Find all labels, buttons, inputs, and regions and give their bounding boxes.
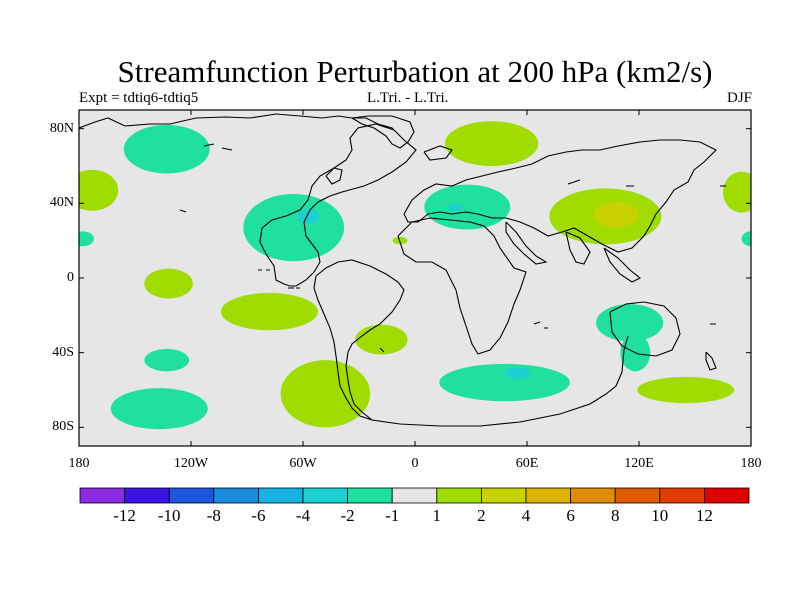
contour-negative-13 <box>448 203 464 211</box>
colorbar-box <box>168 487 215 504</box>
contour-positive-11 <box>444 121 539 166</box>
colorbar-label: -6 <box>251 506 266 525</box>
contour-negative-7 <box>144 348 190 372</box>
contour-positive-9 <box>280 360 371 428</box>
coastline-antarctic-boundary <box>371 335 629 427</box>
colorbar-box <box>659 487 705 504</box>
colorbar-label: 1 <box>432 506 442 525</box>
colorbar-box <box>525 487 571 504</box>
contour-negative-3 <box>243 194 345 262</box>
coastline-north-america <box>79 113 417 287</box>
colorbar-label: -1 <box>385 506 400 525</box>
contour-positive-1 <box>79 169 119 211</box>
y-tick-label: 0 <box>67 270 74 285</box>
coastline-hudson-bay <box>325 167 343 185</box>
colorbar-box <box>257 487 304 504</box>
contour-positive-10 <box>355 324 408 355</box>
contour-positive-16 <box>594 201 639 228</box>
colorbar-label: -12 <box>113 506 136 525</box>
colorbar-box <box>302 487 348 504</box>
colorbar-box <box>436 487 482 504</box>
contour-negative-2 <box>79 231 94 247</box>
colorbar-label: -4 <box>295 506 311 525</box>
coastline-australia <box>609 301 681 357</box>
colorbar-label: -8 <box>206 506 221 525</box>
colorbar-box <box>124 487 170 504</box>
x-tick-label: 120W <box>173 456 209 471</box>
coastline-eurasia <box>403 139 717 253</box>
contour-positive-17 <box>723 171 751 213</box>
coastline-se-asia <box>603 247 642 283</box>
contour-negative-19 <box>596 304 664 342</box>
colorbar-box <box>391 487 438 504</box>
x-tick-label: 120E <box>624 456 654 471</box>
y-tick-label: 80S <box>52 419 74 435</box>
contour-negative-18 <box>741 231 751 247</box>
x-tick-label: 60W <box>289 456 317 471</box>
colorbar <box>79 487 750 504</box>
y-tick-label: 80N <box>49 120 74 136</box>
colorbar-box <box>570 487 616 504</box>
coastline-layer <box>79 113 726 427</box>
colorbar-label: 8 <box>610 506 620 525</box>
colorbar-label: 10 <box>651 506 669 525</box>
coastline-africa <box>397 217 527 355</box>
contour-negative-4 <box>297 208 320 224</box>
colorbar-label: -2 <box>340 506 355 525</box>
contour-positive-5 <box>144 268 193 299</box>
x-tick-label: 180 <box>68 456 90 471</box>
season-label: DJF <box>726 90 752 106</box>
contour-fill-layer <box>79 121 751 430</box>
colorbar-box <box>704 487 750 504</box>
coastline-new-zealand <box>705 351 717 371</box>
y-tick-label: 40N <box>49 195 74 211</box>
colorbar-box <box>79 487 125 504</box>
colorbar-label: -10 <box>157 506 181 525</box>
coastline-india <box>565 231 591 265</box>
contour-positive-23 <box>637 376 735 404</box>
axis-ticks <box>78 110 752 446</box>
colorbar-box <box>614 487 661 504</box>
colorbar-label: 2 <box>477 506 486 525</box>
colorbar-box <box>347 487 393 504</box>
colorbar-box <box>480 487 527 504</box>
coastline-islands <box>179 143 726 353</box>
y-tick-label: 40S <box>52 344 74 360</box>
contour-positive-6 <box>220 292 318 331</box>
left-subtitle: Expt = tdtiq6-tdtiq5 <box>79 90 199 106</box>
coastline-south-america <box>313 259 405 421</box>
contour-negative-12 <box>424 184 511 230</box>
x-tick-label: 180 <box>740 456 762 471</box>
x-tick-label: 0 <box>411 456 419 471</box>
center-subtitle: L.Tri. - L.Tri. <box>367 90 449 106</box>
coastline-arabia <box>505 221 548 265</box>
colorbar-label: 12 <box>695 506 713 525</box>
colorbar-label: 4 <box>521 506 531 525</box>
x-tick-label: 60E <box>515 456 539 471</box>
contour-negative-22 <box>504 367 531 379</box>
contour-negative-8 <box>110 388 208 430</box>
colorbar-box <box>213 487 259 504</box>
plot-title: Streamfunction Perturbation at 200 hPa (… <box>117 54 713 89</box>
contour-negative-0 <box>123 124 210 174</box>
contour-negative-21 <box>439 363 570 402</box>
coastline-greenland <box>351 115 415 149</box>
colorbar-label: 6 <box>566 506 575 525</box>
